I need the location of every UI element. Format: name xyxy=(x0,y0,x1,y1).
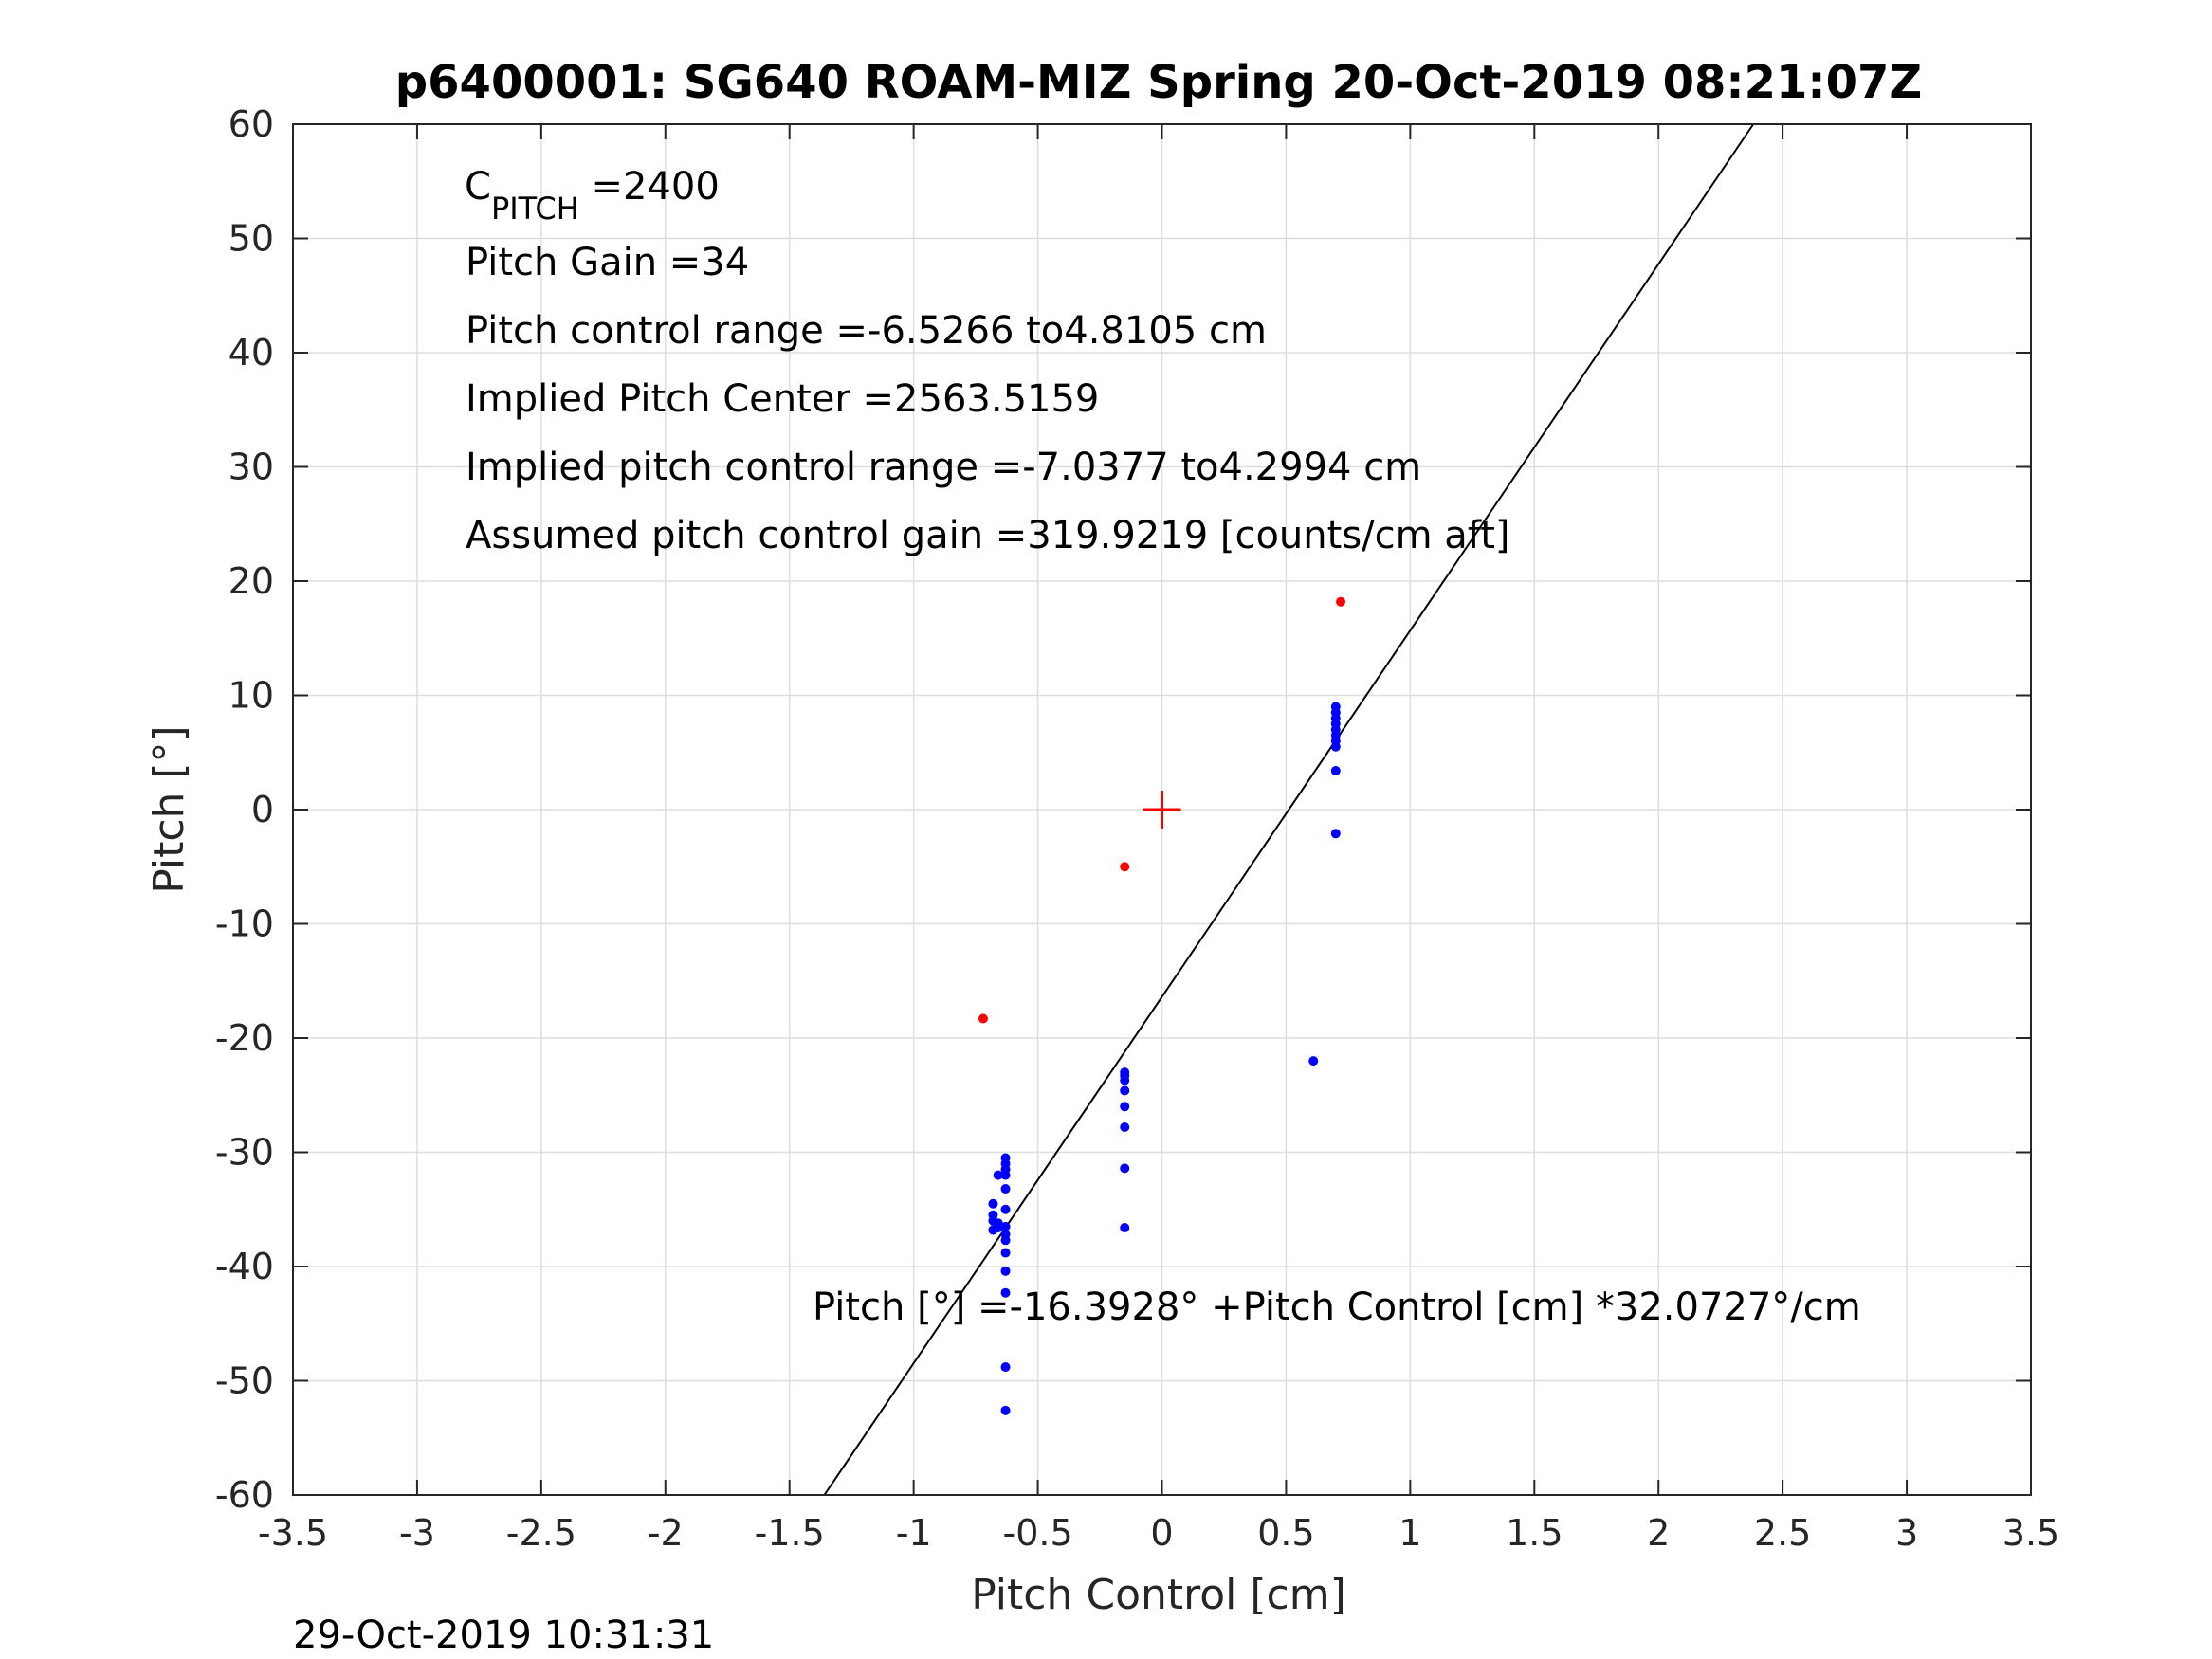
blue-data-point xyxy=(1120,1075,1130,1085)
y-tick-labels: -60 -50 -40 -30 -20 -10 0 10 20 30 40 50 60 xyxy=(215,103,274,1516)
x-tick-label: -3.5 xyxy=(258,1512,328,1554)
timestamp: 29-Oct-2019 10:31:31 xyxy=(293,1613,714,1657)
x-tick-label: -1.5 xyxy=(755,1512,825,1554)
y-tick-label: -60 xyxy=(215,1474,274,1516)
blue-data-point xyxy=(993,1223,1003,1233)
blue-data-point xyxy=(1000,1405,1011,1415)
blue-data-point xyxy=(1120,1223,1130,1233)
x-tick-label: 1.5 xyxy=(1506,1512,1563,1554)
fit-line-group xyxy=(823,123,1755,1496)
x-tick-label: -2.5 xyxy=(506,1512,576,1554)
y-tick-label: 30 xyxy=(229,447,274,488)
blue-data-point xyxy=(1120,1163,1130,1174)
blue-data-point xyxy=(1000,1204,1011,1214)
assumed-pitch-control-gain-annotation: Assumed pitch control gain =319.9219 [co… xyxy=(466,514,1509,557)
red-data-point xyxy=(1336,596,1346,607)
blue-data-point xyxy=(1308,1056,1319,1066)
y-tick-label: -40 xyxy=(215,1246,274,1287)
x-tick-label: -1 xyxy=(896,1512,932,1554)
fit-line xyxy=(823,123,1755,1496)
y-tick-label: 60 xyxy=(229,103,274,145)
implied-pitch-center-annotation: Implied Pitch Center =2563.5159 xyxy=(466,377,1099,421)
axis-ticks xyxy=(292,123,2032,1496)
blue-data-point xyxy=(1000,1170,1011,1180)
x-tick-label: 1 xyxy=(1398,1512,1421,1554)
blue-data-point xyxy=(1120,1102,1130,1112)
plot-frame xyxy=(292,123,2032,1496)
y-tick-label: -50 xyxy=(215,1360,274,1402)
blue-data-point xyxy=(1000,1184,1011,1194)
y-tick-label: 0 xyxy=(251,789,274,830)
y-tick-label: 10 xyxy=(229,675,274,717)
y-axis-label: Pitch [°] xyxy=(145,725,193,893)
c-pitch-annotation: CPITCH =2400 xyxy=(465,165,720,227)
blue-data-point xyxy=(993,1170,1003,1180)
y-tick-label: -30 xyxy=(215,1132,274,1174)
red-data-point xyxy=(978,1013,988,1024)
x-tick-label: 0 xyxy=(1150,1512,1173,1554)
blue-data-point xyxy=(1120,1085,1130,1096)
center-plus-marker xyxy=(1143,791,1181,829)
x-tick-label: 3.5 xyxy=(2002,1512,2059,1554)
blue-data-point xyxy=(1000,1235,1011,1246)
x-axis-label: Pitch Control [cm] xyxy=(971,1571,1346,1619)
x-tick-label: -3 xyxy=(399,1512,435,1554)
x-tick-labels: -3.5 -3 -2.5 -2 -1.5 -1 -0.5 0 0.5 1 1.5 2 2.5 3 3.5 xyxy=(258,1512,2059,1554)
x-tick-label: 0.5 xyxy=(1257,1512,1314,1554)
fit-equation-annotation: Pitch [°] =-16.3928° +Pitch Control [cm]… xyxy=(813,1285,1861,1329)
pitch-control-range-annotation: Pitch control range =-6.5266 to4.8105 cm xyxy=(466,309,1267,353)
y-tick-label: -20 xyxy=(215,1017,274,1059)
red-data-point xyxy=(1120,862,1130,872)
x-tick-label: 2 xyxy=(1647,1512,1670,1554)
blue-data-point xyxy=(1000,1221,1011,1231)
blue-data-point xyxy=(1330,766,1341,776)
blue-data-point xyxy=(1330,741,1341,752)
blue-data-point xyxy=(988,1198,998,1209)
x-tick-label: -0.5 xyxy=(1002,1512,1072,1554)
y-tick-label: -10 xyxy=(215,903,274,945)
blue-data-point xyxy=(1000,1287,1011,1298)
x-tick-label: 3 xyxy=(1895,1512,1918,1554)
y-tick-label: 20 xyxy=(229,560,274,602)
x-tick-label: 2.5 xyxy=(1754,1512,1811,1554)
implied-pitch-control-range-annotation: Implied pitch control range =-7.0377 to4… xyxy=(466,446,1421,489)
chart-title: p6400001: SG640 ROAM-MIZ Spring 20-Oct-2… xyxy=(395,56,1922,109)
data-points xyxy=(978,596,1346,1415)
y-tick-label: 40 xyxy=(229,332,274,374)
blue-data-point xyxy=(1000,1266,1011,1276)
x-tick-label: -2 xyxy=(648,1512,684,1554)
blue-data-point xyxy=(1120,1121,1130,1132)
blue-data-point xyxy=(1000,1362,1011,1373)
blue-data-point xyxy=(1330,829,1341,839)
blue-data-point xyxy=(1000,1248,1011,1258)
pitch-gain-annotation: Pitch Gain =34 xyxy=(466,241,749,284)
y-tick-label: 50 xyxy=(229,218,274,260)
